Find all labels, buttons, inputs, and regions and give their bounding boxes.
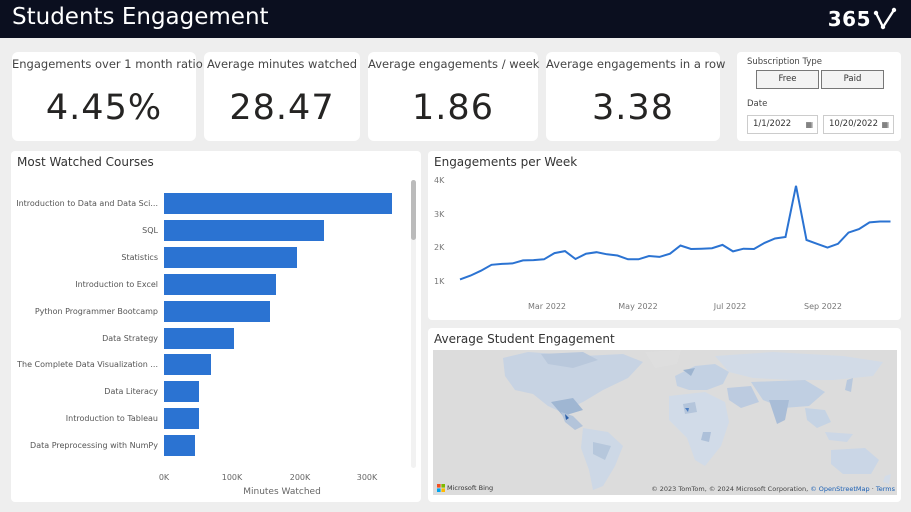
y-tick-label: 1K <box>434 277 445 286</box>
kpi-card-avg-week[interactable]: Average engagements / week 1.86 <box>368 52 540 141</box>
calendar-icon[interactable]: ▦ <box>881 120 889 129</box>
x-axis-title: Minutes Watched <box>243 487 321 497</box>
scrollbar-track[interactable] <box>411 180 416 468</box>
logo-text: 365 <box>827 7 871 31</box>
calendar-icon[interactable]: ▦ <box>805 120 813 129</box>
bing-label: Microsoft Bing <box>447 484 494 492</box>
date-label: Date <box>747 99 768 109</box>
kpi-label: Average minutes watched <box>206 57 358 71</box>
bing-logo: Microsoft Bing <box>437 484 493 492</box>
kpi-value: 3.38 <box>592 88 674 128</box>
microsoft-logo-icon <box>437 484 445 492</box>
course-bar[interactable] <box>164 300 271 322</box>
subscription-type-label: Subscription Type <box>747 57 823 67</box>
bar-category-label: Data Preprocessing with NumPy <box>30 441 158 451</box>
y-tick-label: 2K <box>434 243 445 252</box>
kpi-card-avg-row[interactable]: Average engagements in a row 3.38 <box>546 52 726 141</box>
date-from-input[interactable]: 1/1/2022 ▦ <box>747 115 818 134</box>
line-chart-title: Engagements per Week <box>434 155 578 169</box>
engagements-line-chart <box>459 185 891 281</box>
bar-category-label: Introduction to Data and Data Sci... <box>16 199 158 208</box>
kpi-label: Engagements over 1 month ratio <box>12 57 203 71</box>
kpi-label: Average engagements in a row <box>546 57 726 71</box>
x-tick-label: 100K <box>221 473 243 482</box>
y-tick-label: 4K <box>434 176 445 185</box>
attribution-text: © 2023 TomTom, © 2024 Microsoft Corporat… <box>651 485 809 493</box>
bar-category-label: Data Literacy <box>104 387 158 397</box>
logo-check-icon <box>873 7 897 30</box>
bar-category-label: Introduction to Excel <box>75 279 158 289</box>
x-tick-label: Mar 2022 <box>528 302 566 311</box>
free-button[interactable]: Free <box>756 70 819 89</box>
bar-category-label: Data Strategy <box>102 333 158 343</box>
series-line[interactable] <box>459 185 891 281</box>
kpi-value: 1.86 <box>412 88 494 128</box>
filter-slicer: Subscription Type Free Paid Date 1/1/202… <box>737 52 901 141</box>
x-tick-label: Jul 2022 <box>713 302 747 311</box>
kpi-value: 28.47 <box>229 88 335 128</box>
bar-category-label: The Complete Data Visualization ... <box>17 360 158 370</box>
course-bar[interactable] <box>164 408 199 430</box>
kpi-card-avg-minutes[interactable]: Average minutes watched 28.47 <box>204 52 360 141</box>
bar-category-label: Statistics <box>121 252 158 262</box>
scrollbar-thumb[interactable] <box>411 180 416 240</box>
osm-link[interactable]: © OpenStreetMap <box>810 485 870 493</box>
date-to-value: 10/20/2022 <box>829 119 878 129</box>
x-tick-label: May 2022 <box>618 302 658 311</box>
world-map-shapes <box>503 350 891 490</box>
date-to-input[interactable]: 10/20/2022 ▦ <box>823 115 894 134</box>
course-bar[interactable] <box>164 246 297 268</box>
header-bar: Students Engagement 365 <box>0 0 911 38</box>
course-bar[interactable] <box>164 354 211 376</box>
date-from-value: 1/1/2022 <box>753 119 792 129</box>
course-bar[interactable] <box>164 193 393 214</box>
map-title: Average Student Engagement <box>434 332 615 346</box>
world-map[interactable] <box>433 350 897 495</box>
engagements-per-week-panel: Engagements per Week <box>428 151 901 320</box>
map-attribution: © 2023 TomTom, © 2024 Microsoft Corporat… <box>651 485 895 493</box>
terms-link[interactable]: Terms <box>875 485 895 493</box>
y-tick-label: 3K <box>434 210 445 219</box>
course-bar[interactable] <box>164 381 200 403</box>
page-title: Students Engagement <box>12 4 269 30</box>
x-tick-label: 200K <box>289 473 311 482</box>
brand-logo: 365 <box>828 5 897 33</box>
kpi-card-month-ratio[interactable]: Engagements over 1 month ratio 4.45% <box>12 52 203 141</box>
bar-category-label: Python Programmer Bootcamp <box>34 306 158 316</box>
x-tick-label: 0K <box>158 473 170 482</box>
bar-category-label: Introduction to Tableau <box>65 414 158 424</box>
course-bar[interactable] <box>164 435 196 457</box>
course-bar[interactable] <box>164 273 276 295</box>
paid-button[interactable]: Paid <box>821 70 884 89</box>
kpi-value: 4.45% <box>45 88 163 128</box>
courses-chart-title: Most Watched Courses <box>17 155 154 169</box>
x-tick-label: Sep 2022 <box>804 302 842 311</box>
kpi-label: Average engagements / week <box>368 57 540 71</box>
course-bar[interactable] <box>164 327 235 349</box>
course-bar[interactable] <box>164 219 324 241</box>
bar-category-label: SQL <box>142 225 158 235</box>
x-tick-label: 300K <box>356 473 378 482</box>
